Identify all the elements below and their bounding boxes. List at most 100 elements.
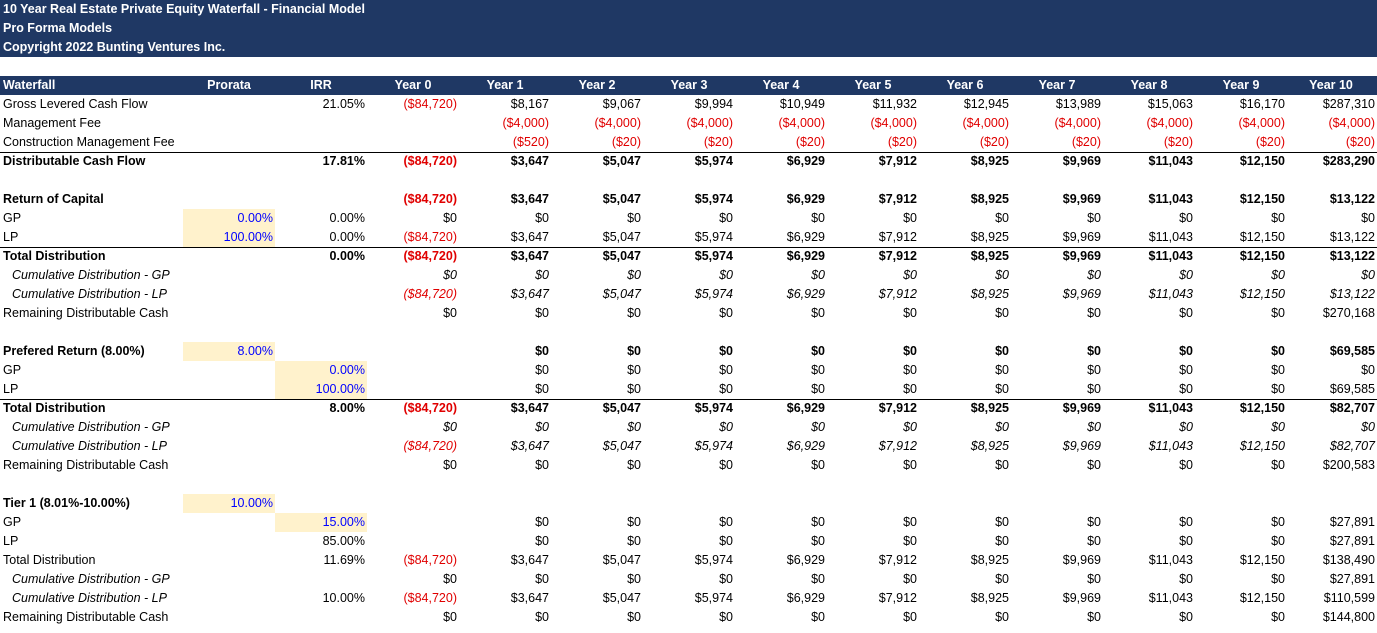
column-header-year-9[interactable]: Year 9 (1222, 78, 1260, 92)
year-6-cell[interactable]: $0 (995, 344, 1009, 358)
prorata-cell[interactable]: 8.00% (183, 342, 275, 361)
year-5-cell[interactable]: $7,912 (878, 553, 917, 567)
year-3-cell[interactable]: $0 (719, 572, 733, 586)
row-label[interactable]: Total Distribution (3, 553, 96, 567)
year-0-cell[interactable]: ($84,720) (403, 249, 457, 263)
irr-cell[interactable]: 0.00% (275, 361, 367, 380)
year-3-cell[interactable]: ($20) (703, 135, 733, 149)
year-9-cell[interactable]: $12,150 (1239, 249, 1285, 263)
year-9-cell[interactable]: ($20) (1255, 135, 1285, 149)
year-3-cell[interactable]: ($4,000) (686, 116, 733, 130)
year-8-cell[interactable]: $11,043 (1148, 591, 1193, 605)
row-label[interactable]: Total Distribution (3, 249, 106, 263)
year-7-cell[interactable]: $13,989 (1055, 97, 1101, 111)
year-2-cell[interactable]: $0 (627, 458, 641, 472)
year-3-cell[interactable]: $0 (719, 211, 733, 225)
year-9-cell[interactable]: $16,170 (1239, 97, 1285, 111)
year-5-cell[interactable]: $7,912 (878, 192, 917, 206)
year-2-cell[interactable]: $0 (627, 306, 641, 320)
year-4-cell[interactable]: $0 (811, 534, 825, 548)
year-6-cell[interactable]: $8,925 (970, 287, 1009, 301)
year-2-cell[interactable]: ($4,000) (594, 116, 641, 130)
year-4-cell[interactable]: $6,929 (786, 249, 825, 263)
year-10-cell[interactable]: $110,599 (1323, 591, 1375, 605)
year-7-cell[interactable]: $9,969 (1062, 401, 1101, 415)
irr-cell[interactable]: 8.00% (329, 401, 365, 415)
year-3-cell[interactable]: $0 (719, 344, 733, 358)
year-2-cell[interactable]: $5,047 (602, 401, 641, 415)
year-5-cell[interactable]: $0 (903, 572, 917, 586)
year-9-cell[interactable]: $0 (1271, 420, 1285, 434)
year-1-cell[interactable]: $3,647 (510, 439, 549, 453)
year-7-cell[interactable]: $0 (1087, 534, 1101, 548)
year-10-cell[interactable]: $0 (1361, 420, 1375, 434)
year-6-cell[interactable]: $0 (995, 458, 1009, 472)
year-4-cell[interactable]: $0 (811, 420, 825, 434)
year-3-cell[interactable]: $5,974 (694, 591, 733, 605)
year-1-cell[interactable]: $3,647 (510, 287, 549, 301)
irr-cell[interactable]: 0.00% (329, 230, 365, 244)
year-10-cell[interactable]: $82,707 (1329, 439, 1375, 453)
year-1-cell[interactable]: $0 (535, 382, 549, 396)
year-1-cell[interactable]: $0 (535, 515, 549, 529)
year-9-cell[interactable]: $0 (1271, 363, 1285, 377)
year-4-cell[interactable]: $0 (811, 382, 825, 396)
year-6-cell[interactable]: ($20) (979, 135, 1009, 149)
row-label[interactable]: Management Fee (3, 116, 101, 130)
year-4-cell[interactable]: $6,929 (786, 287, 825, 301)
column-header-year-0[interactable]: Year 0 (394, 78, 432, 92)
year-1-cell[interactable]: $0 (535, 420, 549, 434)
year-5-cell[interactable]: $7,912 (878, 287, 917, 301)
year-3-cell[interactable]: $0 (719, 515, 733, 529)
year-4-cell[interactable]: $0 (811, 211, 825, 225)
year-1-cell[interactable]: $3,647 (510, 230, 549, 244)
year-1-cell[interactable]: $3,647 (510, 401, 549, 415)
year-2-cell[interactable]: $0 (627, 382, 641, 396)
year-9-cell[interactable]: $0 (1271, 458, 1285, 472)
year-9-cell[interactable] (1195, 494, 1287, 513)
year-4-cell[interactable]: $0 (811, 458, 825, 472)
year-0-cell[interactable] (367, 513, 459, 532)
column-header-waterfall[interactable]: Waterfall (3, 78, 56, 92)
year-0-cell[interactable]: ($84,720) (403, 591, 457, 605)
irr-cell[interactable]: 0.00% (329, 249, 365, 263)
irr-cell[interactable]: 85.00% (322, 534, 365, 548)
year-10-cell[interactable]: $13,122 (1329, 192, 1375, 206)
year-7-cell[interactable]: $9,969 (1062, 287, 1101, 301)
year-7-cell[interactable]: $0 (1087, 306, 1101, 320)
year-0-cell[interactable]: ($84,720) (403, 287, 457, 301)
row-label[interactable]: Distributable Cash Flow (3, 154, 146, 168)
year-6-cell[interactable]: $8,925 (970, 401, 1009, 415)
year-4-cell[interactable]: $6,929 (786, 553, 825, 567)
year-5-cell[interactable]: $0 (903, 515, 917, 529)
irr-cell[interactable]: 21.05% (322, 97, 365, 111)
year-4-cell[interactable]: ($4,000) (778, 116, 825, 130)
year-8-cell[interactable]: $11,043 (1148, 230, 1193, 244)
year-0-cell[interactable]: ($84,720) (403, 192, 457, 206)
year-8-cell[interactable]: $0 (1179, 420, 1193, 434)
year-0-cell[interactable] (367, 114, 459, 133)
year-8-cell[interactable]: $15,063 (1147, 97, 1193, 111)
year-2-cell[interactable]: $9,067 (602, 97, 641, 111)
year-1-cell[interactable]: $0 (535, 211, 549, 225)
year-6-cell[interactable]: $8,925 (970, 154, 1009, 168)
year-7-cell[interactable]: $0 (1087, 211, 1101, 225)
year-1-cell[interactable]: $3,647 (510, 192, 549, 206)
year-7-cell[interactable]: $9,969 (1062, 439, 1101, 453)
year-1-cell[interactable]: ($520) (512, 135, 549, 149)
year-5-cell[interactable]: $0 (903, 363, 917, 377)
year-4-cell[interactable]: $0 (811, 610, 825, 624)
year-7-cell[interactable]: $9,969 (1062, 249, 1101, 263)
year-0-cell[interactable]: $0 (443, 306, 457, 320)
year-4-cell[interactable]: $6,929 (786, 192, 825, 206)
year-0-cell[interactable] (367, 494, 459, 513)
year-8-cell[interactable]: ($20) (1163, 135, 1193, 149)
year-5-cell[interactable]: $7,912 (878, 249, 917, 263)
year-9-cell[interactable]: $0 (1271, 534, 1285, 548)
year-3-cell[interactable]: $5,974 (694, 401, 733, 415)
year-3-cell[interactable] (643, 494, 735, 513)
year-10-cell[interactable]: $270,168 (1322, 306, 1375, 320)
year-6-cell[interactable]: $8,925 (970, 192, 1009, 206)
column-header-year-10[interactable]: Year 10 (1309, 78, 1353, 92)
year-1-cell[interactable]: $0 (535, 534, 549, 548)
